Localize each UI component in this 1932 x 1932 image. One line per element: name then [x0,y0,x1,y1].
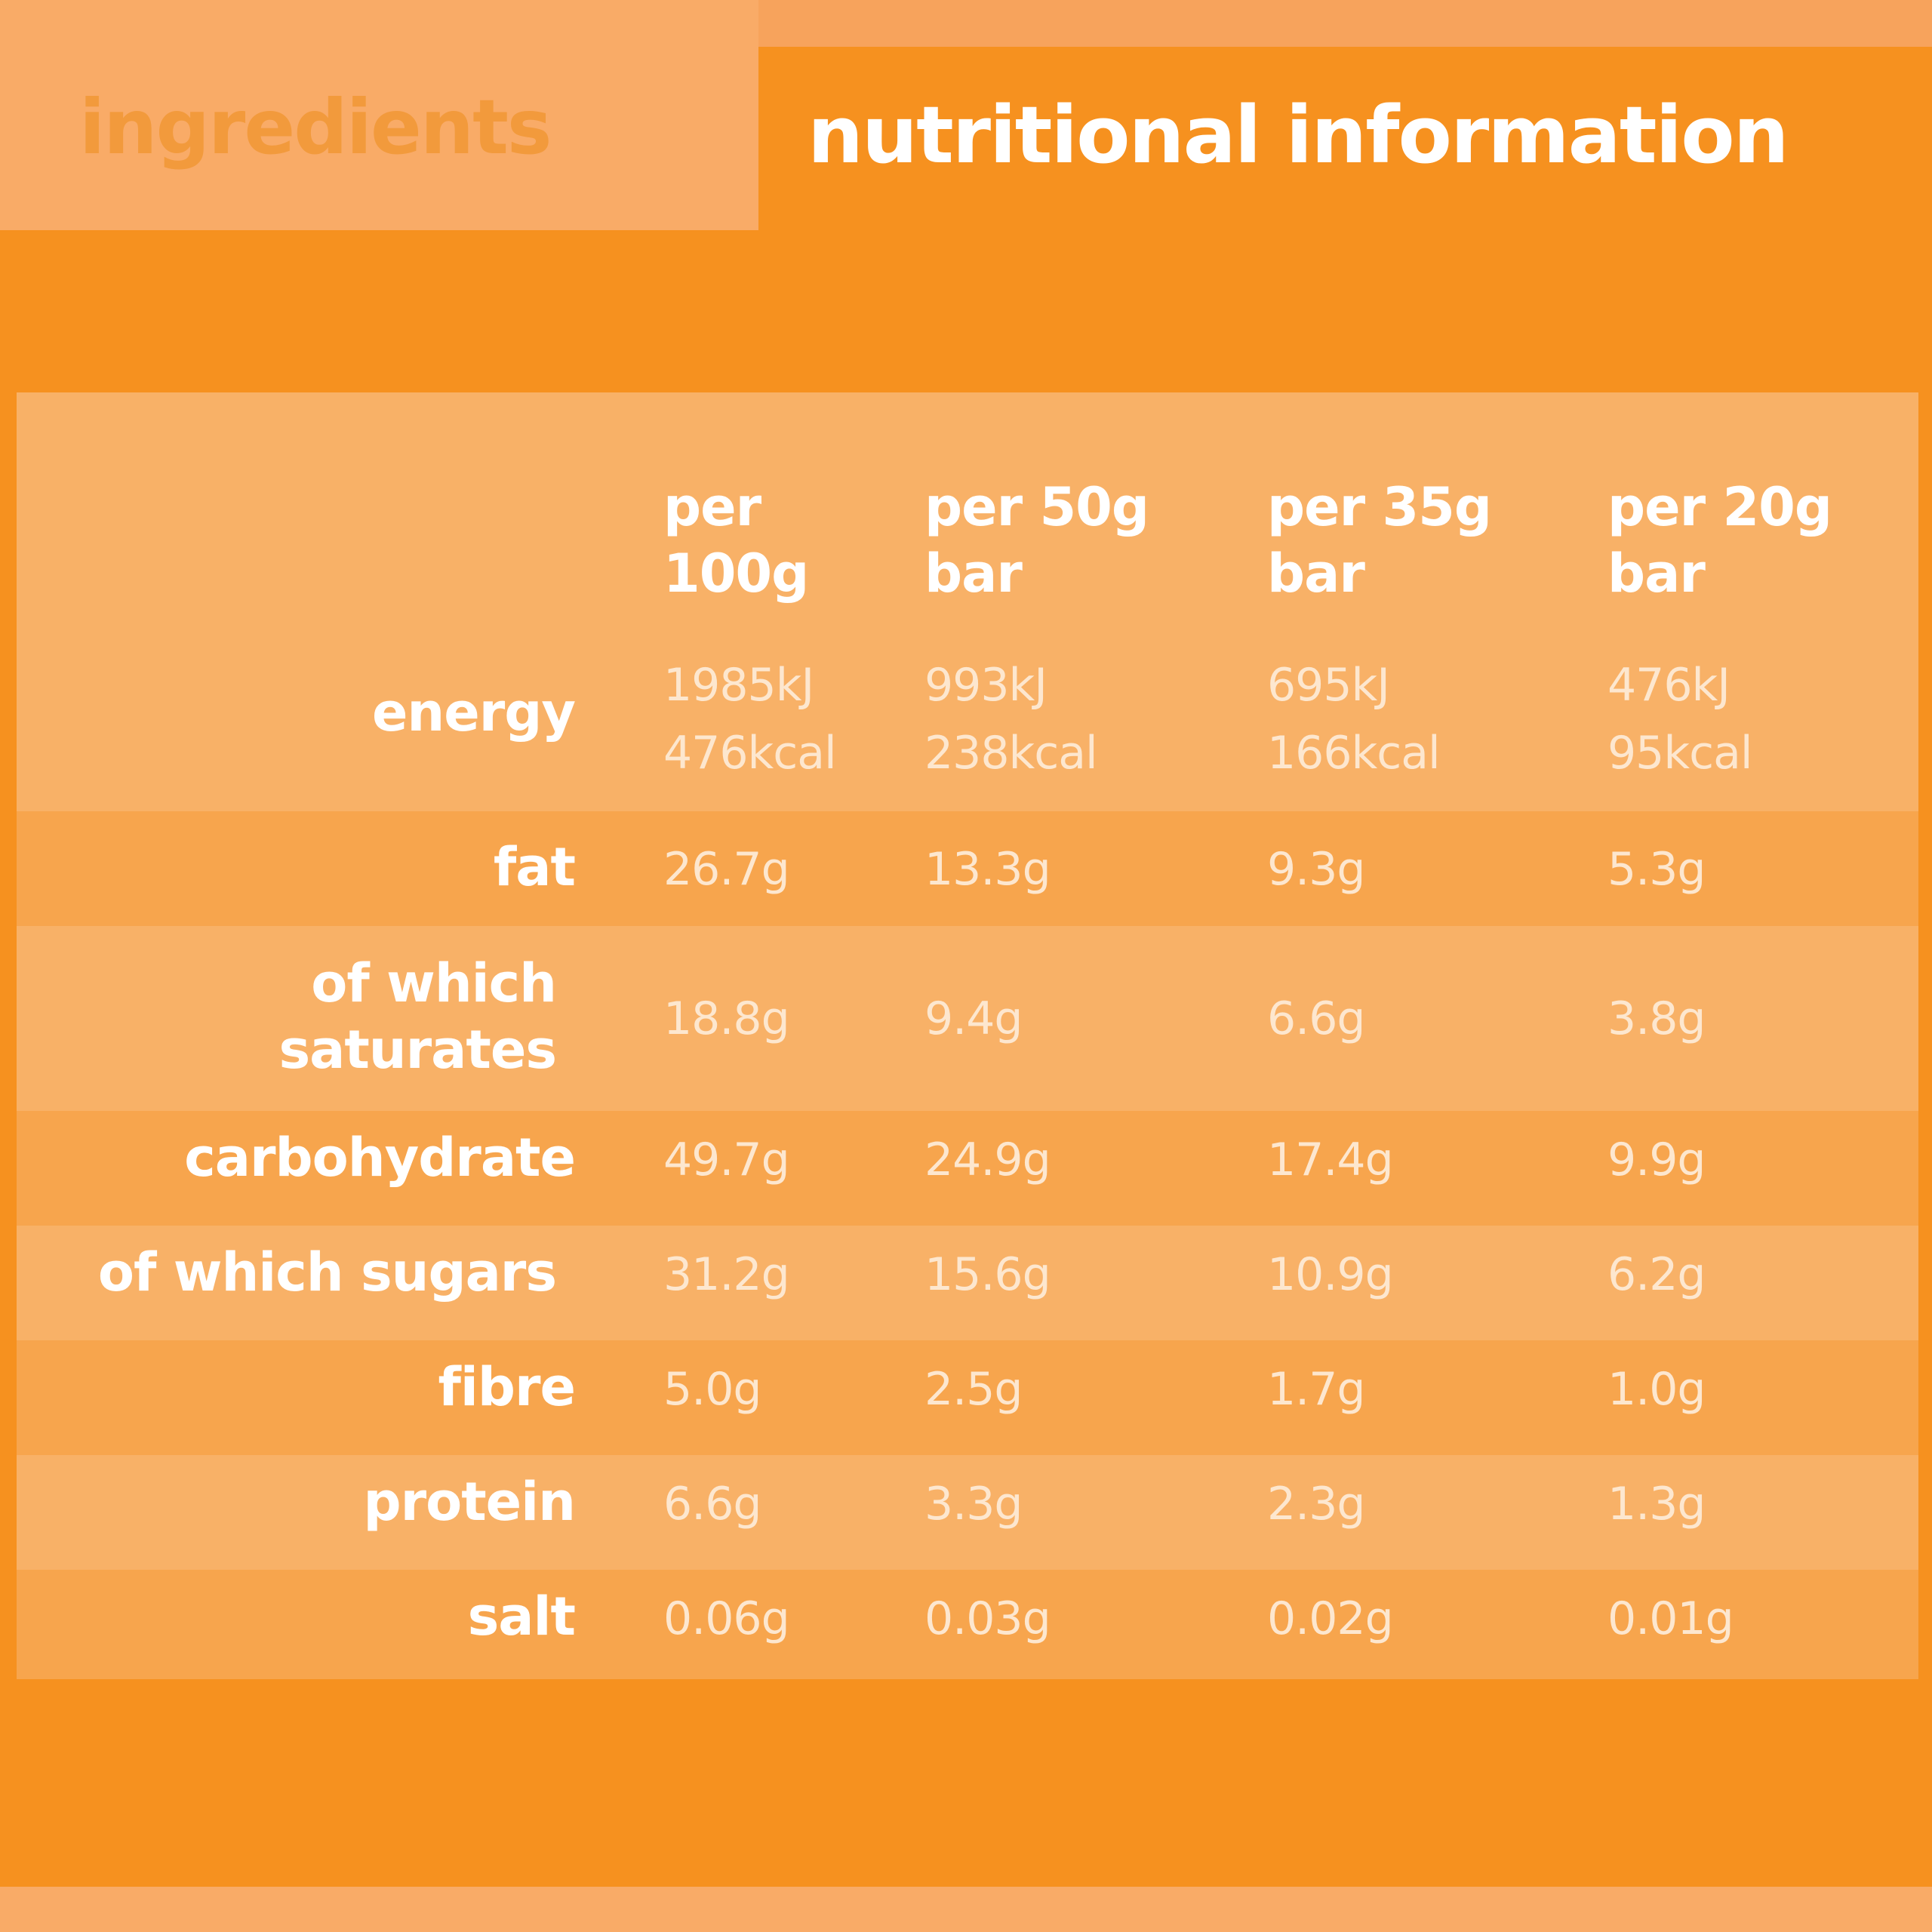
row-label-energy: energy [371,681,576,743]
energy-per-35g: 695kJ 166kcal [1267,659,1441,780]
row-label-fibre: fibre [438,1356,576,1418]
saturates-per-100g: 18.8g [663,992,790,1045]
protein-per-35g: 2.3g [1267,1478,1366,1531]
table-row-fat: fat 26.7g 13.3g 9.3g 5.3g [17,811,1918,926]
column-header-per-100g: per 100g [663,476,809,605]
fibre-per-20g: 1.0g [1607,1363,1706,1416]
fat-per-20g: 5.3g [1607,843,1706,896]
row-label-protein: protein [363,1471,576,1533]
fat-per-50g: 13.3g [924,843,1051,896]
carbohydrate-per-35g: 17.4g [1267,1134,1394,1186]
fat-per-100g: 26.7g [663,843,790,896]
table-row-fibre: fibre 5.0g 2.5g 1.7g 1.0g [17,1340,1918,1455]
fibre-per-50g: 2.5g [924,1363,1023,1416]
row-label-saturates: of which saturates [278,952,557,1081]
saturates-per-50g: 9.4g [924,992,1023,1045]
salt-per-20g: 0.01g [1607,1592,1734,1645]
tab-ingredients[interactable]: ingredients [0,0,758,230]
row-label-salt: salt [467,1586,576,1647]
salt-per-50g: 0.03g [924,1592,1051,1645]
saturates-per-20g: 3.8g [1607,992,1706,1045]
sugars-per-35g: 10.9g [1267,1248,1394,1301]
energy-per-50g: 993kJ 238kcal [924,659,1098,780]
saturates-per-35g: 6.6g [1267,992,1366,1045]
column-header-per-20g-bar: per 20g bar [1607,476,1832,605]
salt-per-100g: 0.06g [663,1592,790,1645]
column-header-per-50g-bar: per 50g bar [924,476,1149,605]
protein-per-50g: 3.3g [924,1478,1023,1531]
protein-per-100g: 6.6g [663,1478,762,1531]
bottom-strip [0,1887,1932,1932]
fibre-per-35g: 1.7g [1267,1363,1366,1416]
sugars-per-50g: 15.6g [924,1248,1051,1301]
row-label-sugars: of which sugars [97,1241,557,1303]
fibre-per-100g: 5.0g [663,1363,762,1416]
table-row-salt: salt 0.06g 0.03g 0.02g 0.01g [17,1570,1918,1679]
carbohydrate-per-20g: 9.9g [1607,1134,1706,1186]
energy-per-20g: 476kJ 95kcal [1607,659,1753,780]
sugars-per-20g: 6.2g [1607,1248,1706,1301]
table-row-carbohydrate: carbohydrate 49.7g 24.9g 17.4g 9.9g [17,1111,1918,1226]
row-label-carbohydrate: carbohydrate [184,1127,576,1189]
table-row-protein: protein 6.6g 3.3g 2.3g 1.3g [17,1455,1918,1570]
sugars-per-100g: 31.2g [663,1248,790,1301]
fat-per-35g: 9.3g [1267,843,1366,896]
tab-ingredients-label: ingredients [79,83,552,171]
column-header-per-35g-bar: per 35g bar [1267,476,1492,605]
protein-per-20g: 1.3g [1607,1478,1706,1531]
energy-per-100g: 1985kJ 476kcal [663,659,837,780]
row-label-fat: fat [493,836,576,898]
table-row-sugars: of which sugars 31.2g 15.6g 10.9g 6.2g [17,1226,1918,1340]
table-row-saturates: of which saturates 18.8g 9.4g 6.6g 3.8g [17,926,1918,1111]
table-header-row: per 100g per 50g bar per 35g bar per 20g bar… [17,392,1918,811]
nutrition-table: per 100g per 50g bar per 35g bar per 20g bar… [17,392,1918,1679]
carbohydrate-per-50g: 24.9g [924,1134,1051,1186]
salt-per-35g: 0.02g [1267,1592,1394,1645]
tab-nutritional-information[interactable]: nutritional information [808,89,1789,181]
carbohydrate-per-100g: 49.7g [663,1134,790,1186]
